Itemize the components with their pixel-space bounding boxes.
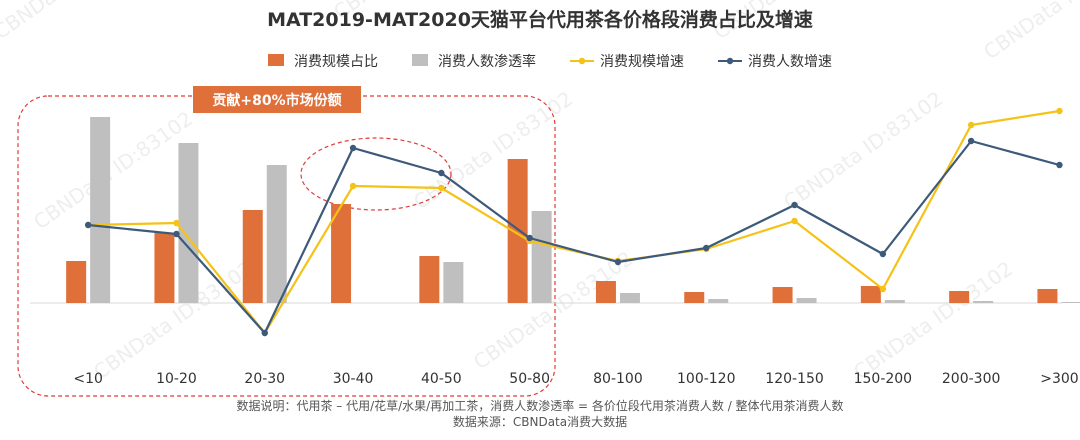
- watermark-9: CBNData ID:83102: [849, 256, 1017, 384]
- x-tick-3: 30-40: [333, 371, 374, 387]
- point-user-growth-10: [967, 137, 975, 145]
- legend-swatch-dot-3: [726, 57, 734, 65]
- bar-consumption-share-1: [154, 233, 175, 303]
- bar-penetration-10: [973, 301, 994, 303]
- footnote-source: 数据来源：CBNData消费大数据: [453, 414, 627, 429]
- point-user-growth-4: [438, 169, 445, 177]
- point-scale-growth-3: [349, 182, 357, 190]
- legend-swatch-dot-2: [578, 57, 586, 65]
- bar-consumption-share-4: [419, 256, 440, 303]
- legend-label-2: 消费规模增速: [600, 54, 684, 70]
- x-tick-7: 100-120: [677, 371, 736, 387]
- x-tick-5: 50-80: [509, 371, 550, 387]
- footnote-description: 数据说明：代用茶 – 代用/花草/水果/再加工茶，消费人数渗透率 = 各价位段代…: [236, 398, 843, 413]
- point-scale-growth-1: [173, 219, 180, 227]
- x-tick-2: 20-30: [244, 371, 285, 387]
- x-tick-8: 120-150: [765, 371, 824, 387]
- bar-consumption-share-6: [595, 281, 616, 303]
- bar-penetration-9: [884, 300, 905, 303]
- watermark-3: CBNData ID:83102: [979, 0, 1080, 64]
- bar-penetration-1: [178, 143, 199, 303]
- legend-swatch-1: [412, 54, 428, 66]
- watermark-5: CBNData ID:83102: [409, 86, 577, 214]
- legend: 消费规模占比 消费人数渗透率 消费规模增速 消费人数增速: [268, 53, 832, 70]
- bar-consumption-share-8: [772, 287, 793, 303]
- bar-consumption-share-3: [331, 204, 352, 303]
- point-user-growth-8: [791, 201, 798, 209]
- bar-consumption-share-11: [1037, 289, 1058, 303]
- watermark-6: CBNData ID:83102: [779, 86, 947, 214]
- x-tick-6: 80-100: [593, 371, 643, 387]
- bar-penetration-0: [90, 117, 111, 303]
- bar-consumption-share-10: [949, 291, 970, 303]
- highlight-ellipse: [300, 137, 452, 211]
- point-user-growth-7: [703, 244, 710, 252]
- point-user-growth-11: [1056, 161, 1063, 169]
- point-user-growth-9: [879, 250, 887, 258]
- point-user-growth-2: [261, 329, 268, 337]
- x-tick-0: <10: [73, 371, 103, 387]
- watermark-0: CBNData ID:83102: [0, 0, 157, 44]
- point-scale-growth-11: [1056, 107, 1063, 115]
- bar-penetration-4: [443, 262, 464, 303]
- x-tick-10: 200-300: [942, 371, 1001, 387]
- x-tick-11: >300: [1040, 371, 1078, 387]
- point-user-growth-5: [526, 234, 533, 242]
- point-scale-growth-4: [438, 184, 445, 192]
- bar-penetration-5: [531, 211, 552, 303]
- x-tick-1: 10-20: [156, 371, 197, 387]
- x-tick-labels: <10 10-20 20-30 30-40 40-50 50-80 80-100 100-12…: [73, 371, 1078, 387]
- market-share-badge: [193, 86, 361, 113]
- point-user-growth-3: [349, 144, 357, 152]
- point-user-growth-6: [614, 258, 622, 266]
- x-tick-9: 150-200: [854, 371, 913, 387]
- bar-consumption-share-0: [66, 261, 87, 303]
- watermark-8: CBNData ID:83102: [469, 246, 637, 374]
- bar-consumption-share-2: [242, 210, 263, 303]
- bar-penetration-7: [708, 299, 729, 303]
- watermark-layer: CBNData ID:83102 CBNData ID:83102 CBNData …: [0, 0, 1080, 384]
- legend-swatch-0: [268, 54, 284, 66]
- bar-consumption-share-5: [507, 159, 528, 303]
- point-scale-growth-10: [967, 121, 975, 129]
- point-user-growth-1: [173, 230, 180, 238]
- point-scale-growth-9: [879, 285, 887, 293]
- point-scale-growth-8: [791, 217, 798, 225]
- chart-title: MAT2019-MAT2020天猫平台代用茶各价格段消费占比及增速: [267, 8, 813, 31]
- bar-penetration-8: [796, 298, 817, 303]
- bar-consumption-share-7: [684, 292, 705, 303]
- bar-penetration-6: [619, 293, 640, 303]
- line-user-growth: [88, 139, 1060, 335]
- legend-label-3: 消费人数增速: [748, 54, 832, 70]
- market-share-badge-text: 贡献+80%市场份额: [212, 92, 341, 109]
- legend-label-1: 消费人数渗透率: [438, 53, 536, 70]
- bar-penetration-2: [266, 165, 287, 303]
- bar-penetration-11: [1061, 302, 1080, 303]
- bar-consumption-share-9: [860, 286, 881, 303]
- watermark-4: CBNData ID:83102: [29, 106, 197, 234]
- legend-label-0: 消费规模占比: [294, 54, 378, 70]
- lines-layer: [84, 107, 1063, 337]
- bars-layer: [66, 117, 1080, 303]
- x-tick-4: 40-50: [421, 371, 462, 387]
- point-user-growth-0: [84, 221, 92, 229]
